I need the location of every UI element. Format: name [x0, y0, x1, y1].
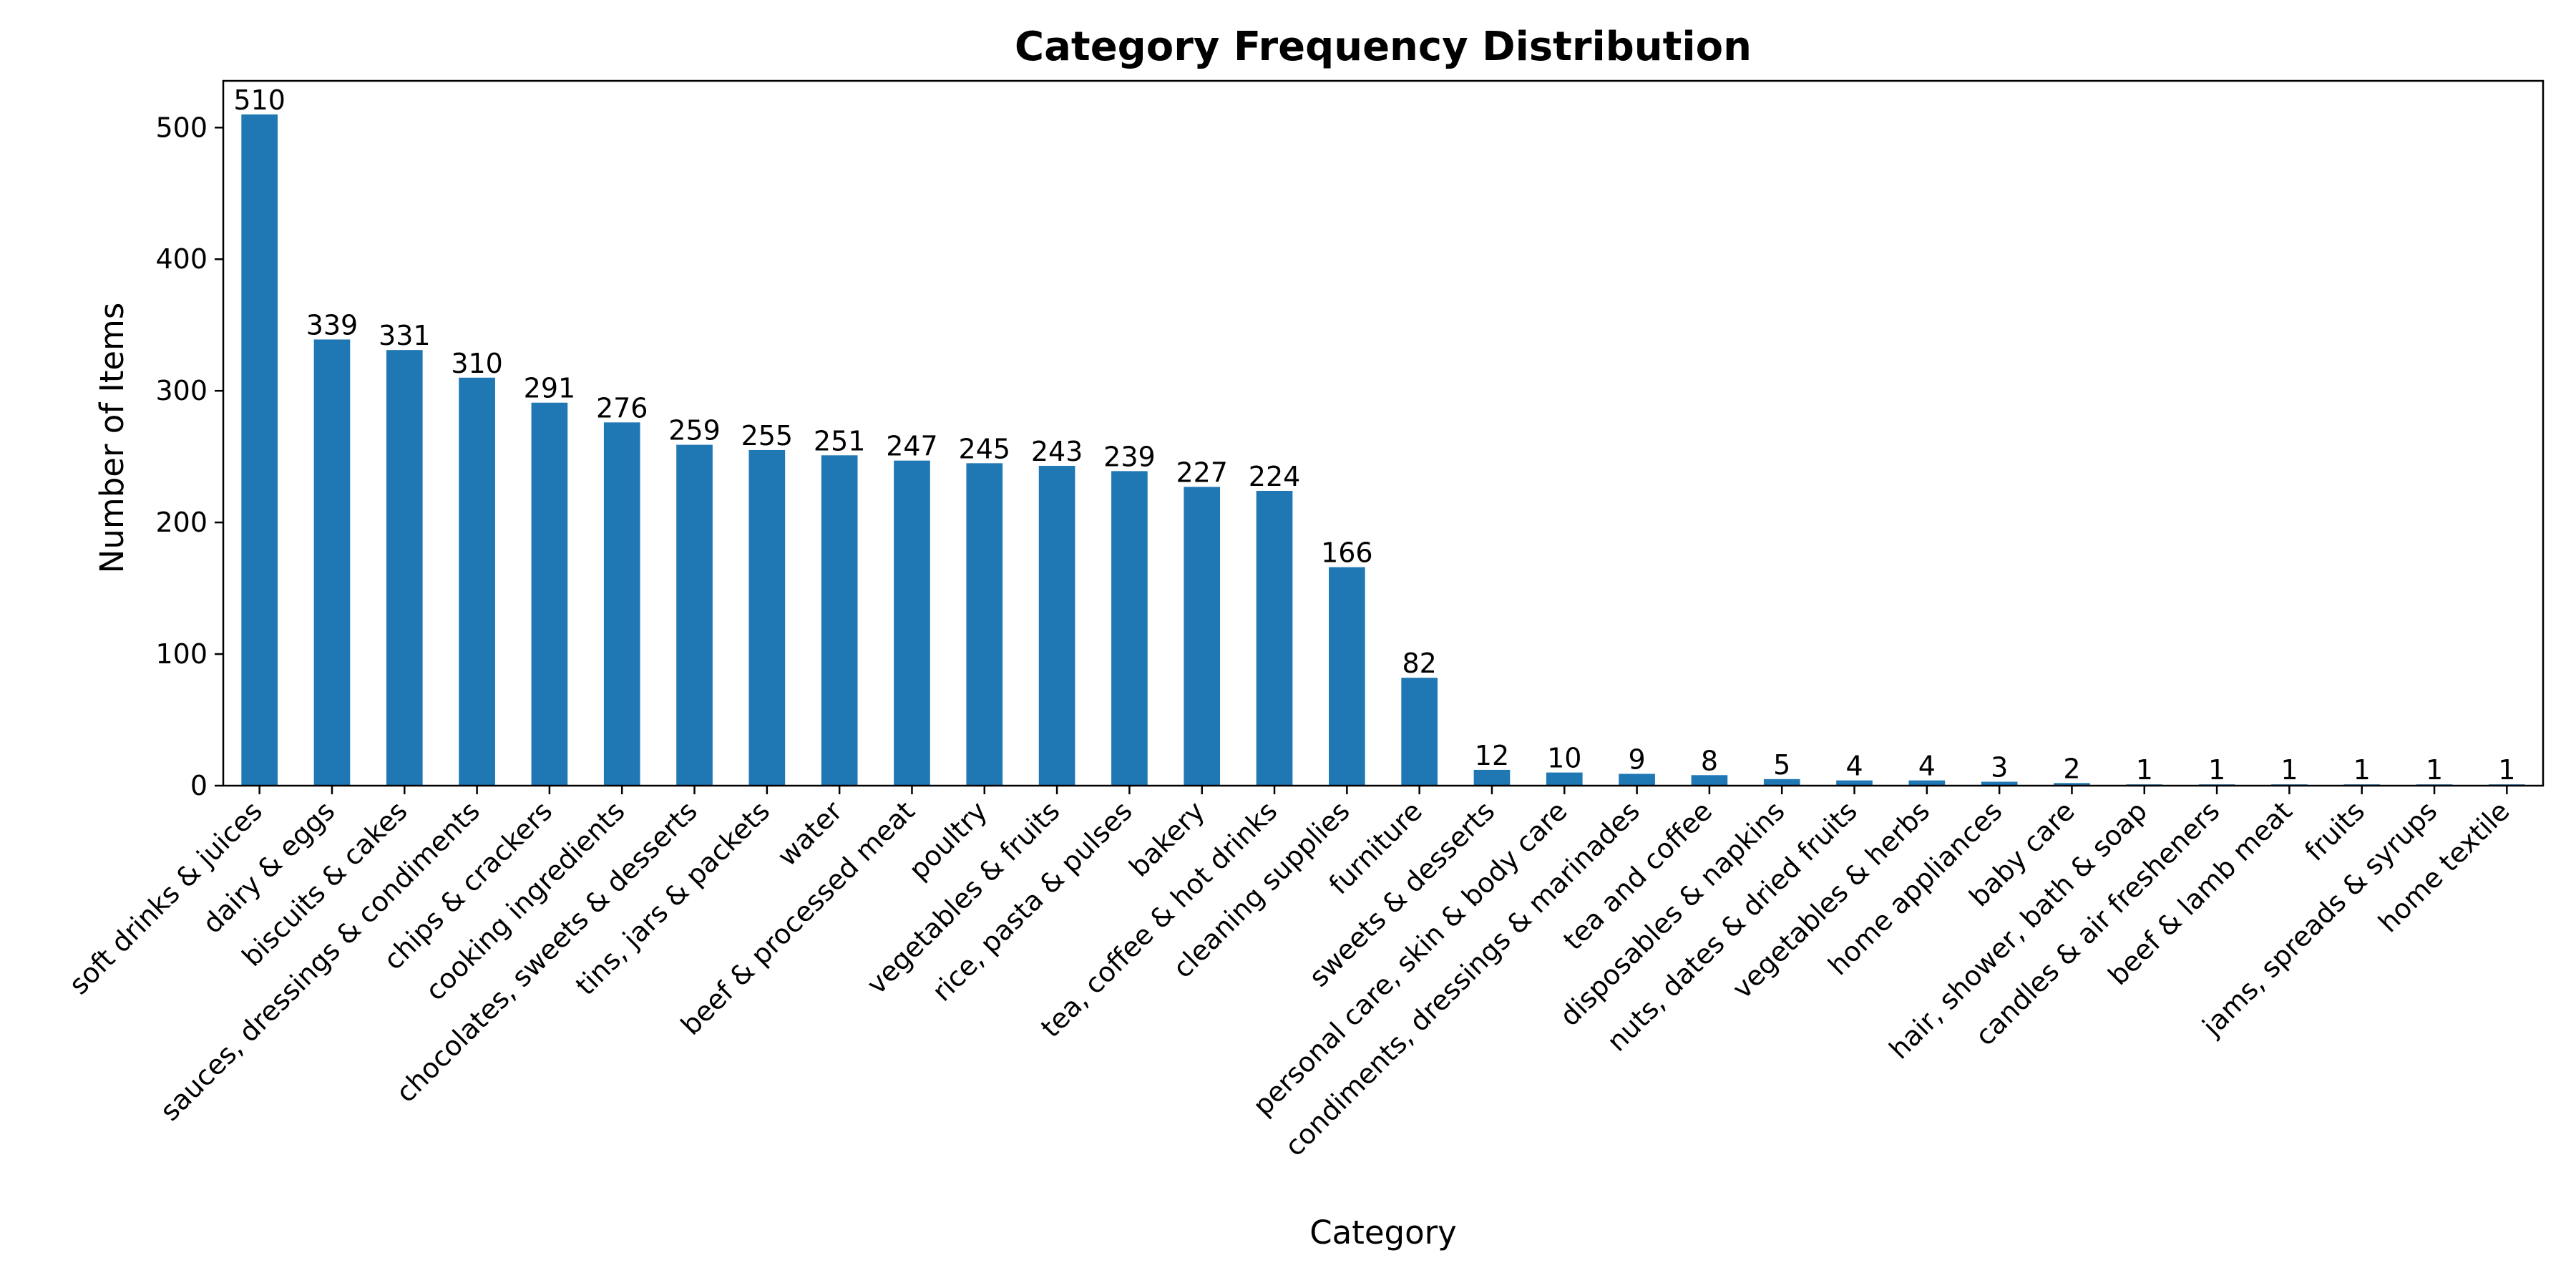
bar — [1691, 775, 1728, 786]
data-label: 166 — [1321, 537, 1373, 569]
y-axis-label: Number of Items — [93, 303, 131, 574]
bar — [1473, 769, 1511, 786]
data-label: 10 — [1547, 743, 1581, 774]
data-label: 9 — [1629, 743, 1646, 775]
data-label: 5 — [1773, 749, 1790, 781]
data-label: 276 — [596, 392, 648, 424]
data-label: 1 — [2208, 754, 2225, 786]
data-label: 2 — [2063, 753, 2080, 784]
data-label: 310 — [451, 348, 503, 379]
data-label: 227 — [1176, 457, 1228, 488]
bar — [1908, 780, 1946, 786]
data-label: 1 — [2136, 754, 2153, 786]
y-tick-label: 300 — [155, 375, 208, 406]
bars-group — [241, 114, 2525, 786]
data-label: 1 — [2353, 754, 2371, 786]
data-label: 251 — [814, 425, 866, 457]
y-tick-label: 400 — [155, 243, 208, 275]
bar — [821, 455, 858, 786]
bar — [1619, 774, 1655, 786]
y-axis-ticks: 0 100 200 300 400 500 — [155, 112, 223, 801]
bar — [603, 422, 640, 786]
data-label: 331 — [379, 320, 431, 351]
data-label: 291 — [524, 373, 576, 404]
bar — [1184, 487, 1221, 786]
data-label: 8 — [1701, 745, 1718, 776]
data-label: 1 — [2426, 754, 2443, 786]
bar — [1546, 772, 1583, 786]
y-tick-label: 0 — [190, 770, 208, 801]
bar — [1329, 567, 1365, 786]
data-label: 255 — [741, 420, 794, 452]
bar — [313, 339, 351, 786]
bar — [1981, 781, 2018, 786]
bar — [966, 463, 1003, 786]
bar — [2054, 783, 2090, 786]
data-label: 4 — [1918, 751, 1936, 782]
data-label: 247 — [886, 431, 938, 462]
data-label: 3 — [1991, 751, 2008, 783]
x-axis-label: Category — [1309, 1214, 1457, 1252]
x-tick-label: home textile — [2372, 795, 2515, 938]
data-label: 259 — [668, 415, 721, 447]
bar — [386, 350, 423, 786]
data-label: 245 — [959, 433, 1011, 464]
data-label: 1 — [2280, 754, 2298, 786]
bar — [1038, 466, 1075, 786]
data-label: 4 — [1845, 751, 1863, 782]
data-label: 339 — [306, 309, 358, 341]
bar — [1763, 779, 1800, 786]
bar — [1836, 780, 1873, 786]
bar — [748, 449, 786, 786]
data-label: 1 — [2498, 754, 2515, 786]
y-tick-label: 100 — [155, 638, 208, 670]
data-label: 82 — [1402, 648, 1436, 679]
bar — [1401, 678, 1438, 786]
data-label: 243 — [1031, 436, 1083, 467]
y-tick-label: 200 — [155, 507, 208, 538]
bar — [459, 377, 495, 786]
plot-frame — [222, 79, 2545, 787]
data-label: 239 — [1103, 441, 1156, 472]
bar — [531, 402, 568, 786]
chart-title: Category Frequency Distribution — [1015, 24, 1752, 70]
bar — [1256, 490, 1293, 786]
data-label: 510 — [233, 84, 286, 116]
data-label: 12 — [1475, 740, 1509, 771]
bar — [676, 444, 713, 786]
data-label: 224 — [1249, 461, 1301, 492]
y-tick-label: 500 — [155, 112, 208, 143]
bar — [241, 114, 278, 786]
bar — [1111, 471, 1148, 786]
bar — [894, 460, 930, 786]
